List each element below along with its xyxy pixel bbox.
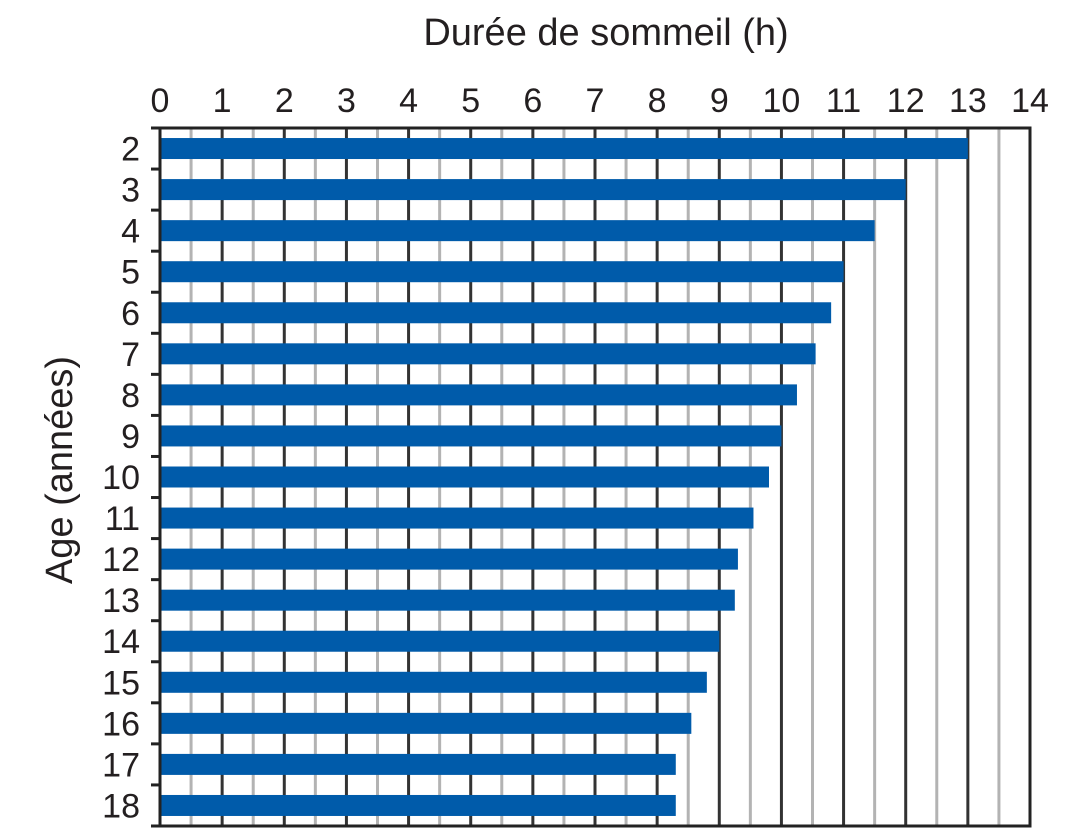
x-tick-label: 7 — [586, 82, 605, 120]
x-tick-label: 6 — [523, 82, 542, 120]
y-tick-label: 15 — [102, 664, 140, 702]
y-tick-label: 16 — [102, 705, 140, 743]
y-tick-label: 14 — [102, 623, 140, 661]
bar-age-5 — [161, 261, 844, 283]
bar-age-2 — [161, 138, 968, 160]
x-tick-label: 3 — [337, 82, 356, 120]
bar-age-17 — [161, 753, 676, 775]
bar-age-4 — [161, 220, 875, 242]
y-tick-label: 6 — [121, 295, 140, 333]
y-tick-label: 11 — [105, 500, 140, 538]
x-tick-label: 8 — [648, 82, 667, 120]
y-tick-label: 3 — [121, 172, 140, 210]
tick-marks — [151, 126, 160, 828]
x-tick-label: 2 — [275, 82, 294, 120]
x-tick-label: 13 — [949, 82, 987, 120]
x-tick-label: 11 — [826, 82, 861, 120]
bar-age-18 — [161, 794, 676, 816]
bar-age-10 — [161, 466, 769, 488]
x-tick-label: 9 — [710, 82, 729, 120]
y-tick-label: 9 — [121, 418, 140, 456]
x-tick-label: 12 — [887, 82, 925, 120]
bar-age-3 — [161, 179, 906, 201]
y-tick-label: 13 — [102, 582, 140, 620]
x-tick-label: 0 — [151, 82, 170, 120]
y-tick-label: 5 — [121, 254, 140, 292]
bars — [161, 138, 968, 816]
y-axis-title: Age (années) — [39, 356, 81, 584]
y-tick-label: 17 — [102, 746, 140, 784]
bar-age-6 — [161, 302, 832, 324]
y-tick-label: 12 — [102, 541, 140, 579]
bar-age-14 — [161, 630, 720, 652]
y-tick-label: 18 — [102, 787, 140, 825]
plot-frame — [158, 126, 1032, 828]
y-tick-label: 7 — [121, 336, 140, 374]
y-tick-label: 2 — [121, 131, 140, 169]
bar-age-11 — [161, 507, 754, 529]
x-axis-title: Durée de sommeil (h) — [423, 12, 788, 54]
x-tick-label: 5 — [461, 82, 480, 120]
y-tick-label: 8 — [121, 377, 140, 415]
bar-age-9 — [161, 425, 782, 447]
bar-age-15 — [161, 671, 707, 693]
x-tick-label: 14 — [1011, 82, 1049, 120]
x-tick-labels: 0 1 2 3 4 5 6 7 8 9 10 11 12 13 14 — [151, 82, 1049, 120]
bar-age-7 — [161, 343, 816, 365]
bar-age-13 — [161, 589, 735, 611]
bar-age-12 — [161, 548, 738, 570]
y-tick-label: 10 — [102, 459, 140, 497]
x-tick-label: 1 — [213, 82, 232, 120]
bar-age-16 — [161, 712, 692, 734]
y-tick-label: 4 — [121, 213, 140, 251]
x-tick-label: 10 — [763, 82, 801, 120]
bar-age-8 — [161, 384, 797, 406]
x-tick-label: 4 — [399, 82, 418, 120]
